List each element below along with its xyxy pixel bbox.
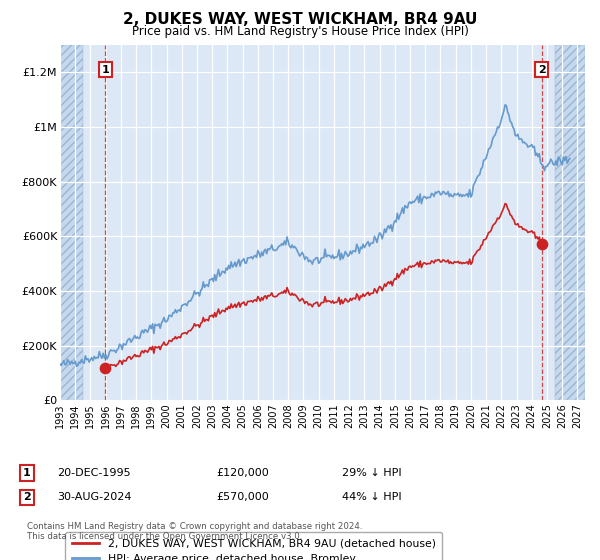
- Text: 1: 1: [23, 468, 31, 478]
- Text: Price paid vs. HM Land Registry's House Price Index (HPI): Price paid vs. HM Land Registry's House …: [131, 25, 469, 38]
- Text: £570,000: £570,000: [216, 492, 269, 502]
- Text: 44% ↓ HPI: 44% ↓ HPI: [342, 492, 401, 502]
- Text: Contains HM Land Registry data © Crown copyright and database right 2024.
This d: Contains HM Land Registry data © Crown c…: [27, 522, 362, 542]
- Text: 1: 1: [101, 65, 109, 74]
- Point: [100, 363, 110, 372]
- Text: 2: 2: [23, 492, 31, 502]
- Bar: [60, 45, 83, 400]
- Bar: [554, 45, 585, 400]
- Text: 20-DEC-1995: 20-DEC-1995: [57, 468, 131, 478]
- Bar: [554, 45, 585, 400]
- Point: [537, 240, 547, 249]
- Text: 29% ↓ HPI: 29% ↓ HPI: [342, 468, 401, 478]
- Text: 2: 2: [538, 65, 545, 74]
- Text: 30-AUG-2024: 30-AUG-2024: [57, 492, 131, 502]
- Bar: [60, 45, 83, 400]
- Legend: 2, DUKES WAY, WEST WICKHAM, BR4 9AU (detached house), HPI: Average price, detach: 2, DUKES WAY, WEST WICKHAM, BR4 9AU (det…: [65, 532, 442, 560]
- Text: 2, DUKES WAY, WEST WICKHAM, BR4 9AU: 2, DUKES WAY, WEST WICKHAM, BR4 9AU: [123, 12, 477, 27]
- Text: £120,000: £120,000: [216, 468, 269, 478]
